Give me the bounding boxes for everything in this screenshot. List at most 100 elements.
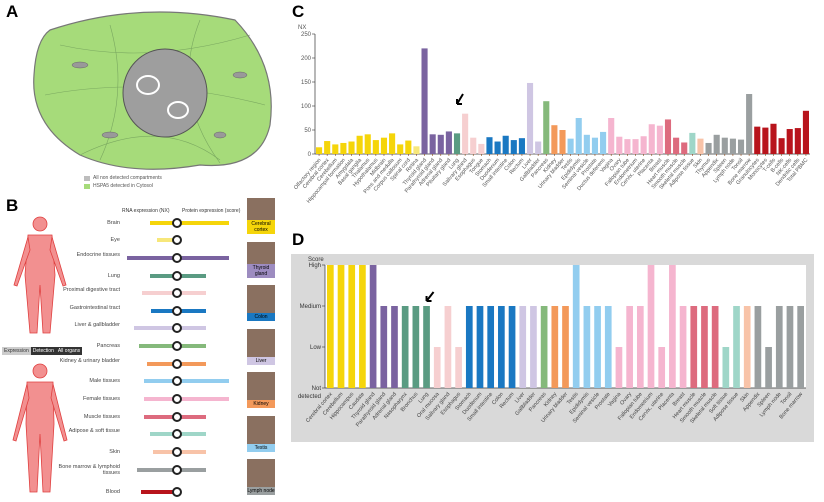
tissue-thumbnail[interactable]: Colon xyxy=(247,285,275,321)
bar xyxy=(453,133,461,154)
x-tick-label: Skin xyxy=(693,157,704,169)
bar xyxy=(340,142,347,154)
y-axis-label: NX xyxy=(298,25,306,31)
tissue-icon[interactable] xyxy=(172,487,182,497)
rna-header: RNA expression (NX) xyxy=(122,208,170,214)
bar xyxy=(487,306,495,388)
bar xyxy=(733,306,740,388)
tissue-icon[interactable] xyxy=(172,412,182,422)
bar xyxy=(778,138,785,154)
bar xyxy=(423,306,430,388)
rna-bar xyxy=(143,379,177,383)
bar xyxy=(543,101,550,154)
tissue-label: Brain xyxy=(107,220,120,226)
bar xyxy=(494,141,501,154)
toggle-all-organs[interactable]: All organs xyxy=(55,347,83,355)
bar xyxy=(429,134,436,154)
y-axis-label: Score xyxy=(308,257,324,263)
tissue-icon[interactable] xyxy=(172,323,182,333)
bar xyxy=(656,125,663,154)
bar xyxy=(444,306,452,388)
bar xyxy=(786,306,794,388)
rna-bar xyxy=(146,362,177,366)
tissue-icon[interactable] xyxy=(172,306,182,316)
tissue-icon[interactable] xyxy=(172,359,182,369)
toggle-detection[interactable]: Detection xyxy=(30,347,56,355)
y-tick-label: 250 xyxy=(301,32,312,38)
bar xyxy=(364,134,371,154)
panel-b-label: B xyxy=(6,196,19,215)
thumbnail-label: Colon xyxy=(247,313,275,321)
rna-bar xyxy=(152,450,177,454)
y-tick-label: 0 xyxy=(308,152,312,158)
tissue-icon[interactable] xyxy=(172,218,182,228)
bar xyxy=(316,147,323,154)
bar xyxy=(502,135,509,154)
tissue-icon[interactable] xyxy=(172,465,182,475)
thumbnail-label: Testis xyxy=(247,443,275,452)
thumbnail-label: Thyroid gland xyxy=(247,263,275,278)
bar xyxy=(567,138,574,154)
bar xyxy=(455,347,462,388)
bar xyxy=(380,137,388,154)
tissue-thumbnail[interactable]: Cerebral cortex xyxy=(247,198,275,234)
protein-header: Protein expression (score) xyxy=(182,208,241,214)
tissue-icon[interactable] xyxy=(172,288,182,298)
legend-label: HSPA5 detected in Cytosol xyxy=(93,183,153,189)
tissue-label: Proximal digestive tract xyxy=(63,287,120,293)
bar xyxy=(583,134,590,154)
bar xyxy=(437,134,444,154)
bar xyxy=(705,142,712,154)
protein-bar xyxy=(177,256,229,260)
protein-bar xyxy=(177,415,206,419)
tissue-thumbnail[interactable]: Testis xyxy=(247,415,275,452)
bar xyxy=(572,265,580,388)
bar xyxy=(478,143,485,154)
bar xyxy=(421,48,428,154)
bar xyxy=(762,127,769,154)
tissue-label: Bone marrow & lymphoid tissues xyxy=(58,464,120,476)
tissue-thumbnail[interactable]: Liver xyxy=(247,328,275,365)
bar xyxy=(600,131,607,154)
bar xyxy=(324,141,331,154)
toggle-expression[interactable]: Expression xyxy=(2,347,31,355)
bar xyxy=(530,306,537,388)
tissue-label: Lung xyxy=(107,273,120,279)
bar xyxy=(535,141,542,154)
bar xyxy=(664,119,672,154)
rna-bar xyxy=(141,490,177,494)
rna-bar xyxy=(157,238,177,242)
tissue-icon[interactable] xyxy=(172,376,182,386)
bar xyxy=(332,144,339,154)
rna-bar xyxy=(149,274,177,278)
tissue-label: Pancreas xyxy=(96,343,120,349)
tissue-thumbnail[interactable]: Lymph node xyxy=(247,459,275,495)
bar xyxy=(445,131,452,154)
legend-item: HSPA5 detected in Cytosol xyxy=(84,183,153,189)
tissue-thumbnail[interactable]: Kidney xyxy=(247,372,275,408)
bar xyxy=(775,306,783,388)
tissue-icon[interactable] xyxy=(172,341,182,351)
tissue-icon[interactable] xyxy=(172,271,182,281)
body-female-illustration xyxy=(13,216,67,334)
tissue-icon[interactable] xyxy=(172,253,182,263)
tissue-label: Adipose & soft tissue xyxy=(68,428,120,434)
tissue-icon[interactable] xyxy=(172,447,182,457)
bar xyxy=(551,125,558,154)
rna-bar xyxy=(138,344,177,348)
tissue-icon[interactable] xyxy=(172,394,182,404)
body-male-illustration xyxy=(12,363,68,493)
tissue-thumbnail[interactable]: Thyroid gland xyxy=(247,241,275,278)
bar xyxy=(679,306,687,388)
y-tick-label: 150 xyxy=(301,80,312,86)
y-tick-label: Not xyxy=(312,386,322,392)
tissue-icon[interactable] xyxy=(172,429,182,439)
y-tick-label: High xyxy=(309,263,321,269)
tissue-icon[interactable] xyxy=(172,235,182,245)
bar xyxy=(615,347,623,388)
y-tick-label: Low xyxy=(310,345,322,351)
bar xyxy=(413,146,420,154)
bar xyxy=(405,140,412,154)
rna-bar xyxy=(149,432,177,436)
bar xyxy=(765,347,772,388)
